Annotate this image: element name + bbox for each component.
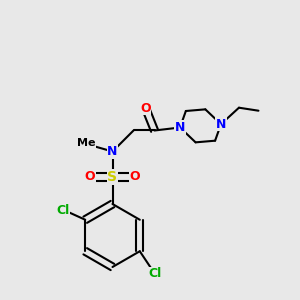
Text: Me: Me [77, 137, 95, 148]
Text: S: S [107, 170, 118, 184]
Text: O: O [85, 170, 95, 184]
Text: N: N [175, 121, 185, 134]
Text: N: N [216, 118, 226, 131]
Text: N: N [107, 145, 118, 158]
Text: O: O [130, 170, 140, 184]
Text: O: O [140, 101, 151, 115]
Text: Cl: Cl [56, 204, 69, 217]
Text: Cl: Cl [148, 267, 161, 280]
